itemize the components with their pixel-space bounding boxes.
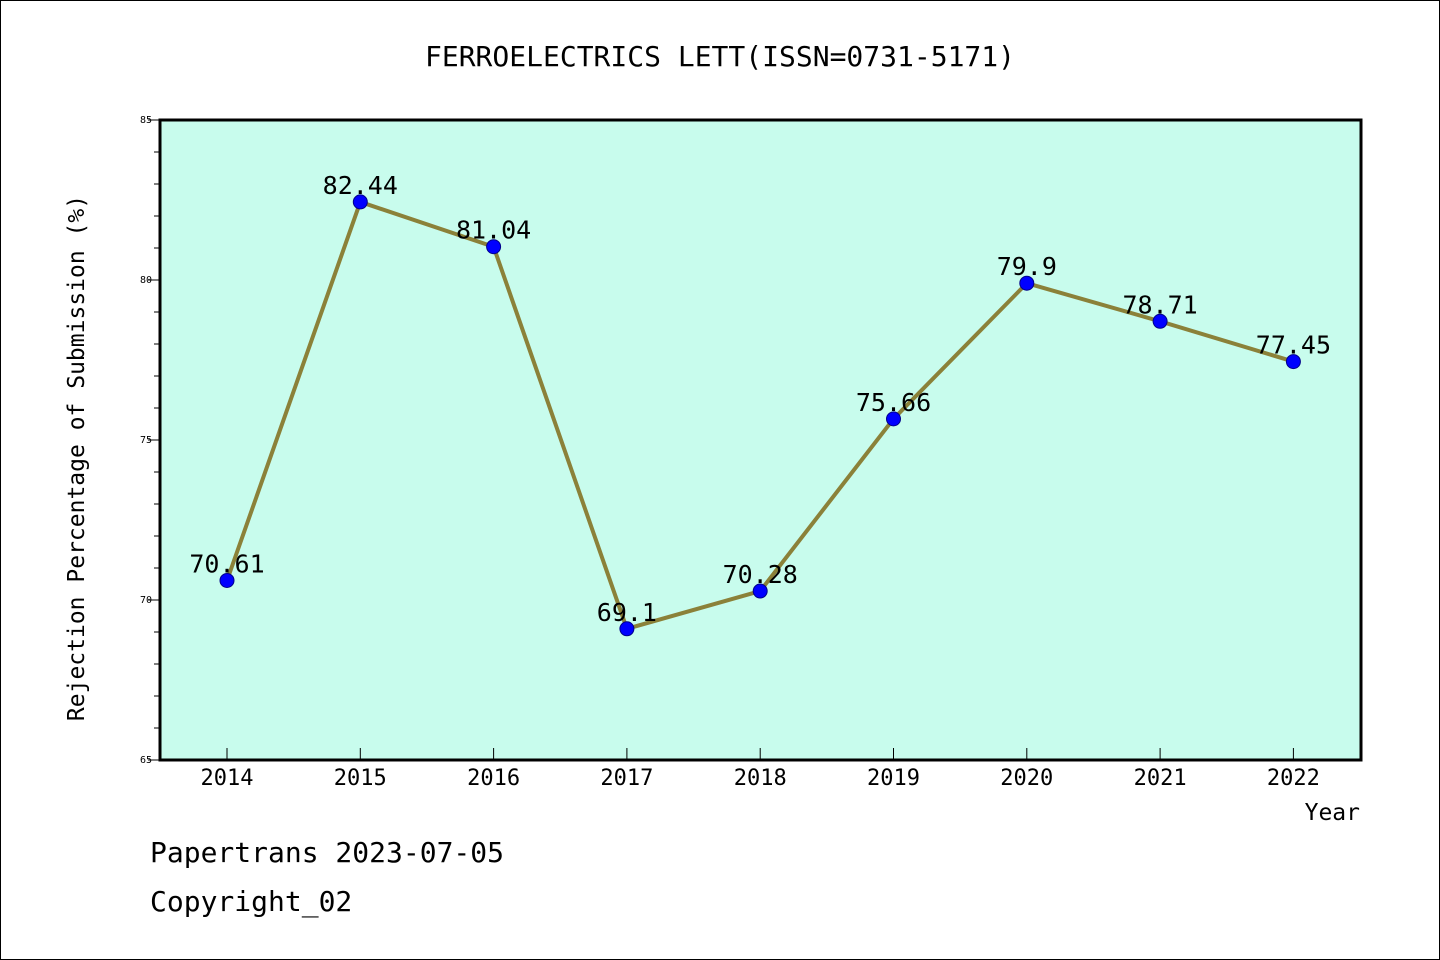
data-point xyxy=(219,572,235,588)
data-label: 78.71 xyxy=(1122,290,1197,319)
footer-date: Papertrans 2023-07-05 xyxy=(150,836,505,869)
x-axis-label: Year xyxy=(1305,800,1360,826)
data-point xyxy=(1152,313,1168,329)
data-point xyxy=(486,239,502,255)
y-tick-label: 65 xyxy=(140,755,152,766)
y-axis-label: Rejection Percentage of Submission (%) xyxy=(64,195,90,721)
footer-copyright: Copyright_02 xyxy=(150,885,353,918)
x-tick-label: 2015 xyxy=(334,766,387,791)
data-label: 82.44 xyxy=(323,171,398,200)
x-tick-label: 2021 xyxy=(1134,766,1187,791)
data-point xyxy=(619,621,635,637)
data-point xyxy=(352,194,368,210)
x-tick-label: 2019 xyxy=(867,766,920,791)
chart-title: FERROELECTRICS LETT(ISSN=0731-5171) xyxy=(425,40,1015,73)
data-label: 81.04 xyxy=(456,216,531,245)
series-layer: 70.61 82.44 81.04 69.1 70.28 75.66 79.9 78.71 77… xyxy=(189,171,1331,637)
data-point xyxy=(752,583,768,599)
data-label: 70.61 xyxy=(189,549,264,578)
data-label: 79.9 xyxy=(997,252,1057,281)
x-tick-label: 2022 xyxy=(1267,766,1320,791)
y-tick-label: 80 xyxy=(140,275,152,286)
x-tick-label: 2018 xyxy=(734,766,787,791)
plot-area xyxy=(158,118,1363,762)
x-tick-label: 2014 xyxy=(201,766,254,791)
x-tick-label: 2020 xyxy=(1000,766,1053,791)
y-tick-label: 85 xyxy=(140,115,152,126)
x-tick-label: 2016 xyxy=(467,766,520,791)
y-axis: 65 70 75 80 85 xyxy=(140,115,160,766)
data-label: 69.1 xyxy=(597,598,657,627)
data-point xyxy=(1019,275,1035,291)
data-label: 70.28 xyxy=(723,560,798,589)
y-tick-label: 75 xyxy=(140,435,152,446)
data-label: 77.45 xyxy=(1256,331,1331,360)
data-label: 75.66 xyxy=(856,388,931,417)
data-point xyxy=(1285,354,1301,370)
data-point xyxy=(886,411,901,427)
x-axis: 2014 2015 2016 2017 2018 2019 2020 2021 2022 xyxy=(201,748,1320,791)
y-tick-label: 70 xyxy=(140,595,152,606)
x-tick-label: 2017 xyxy=(600,766,653,791)
